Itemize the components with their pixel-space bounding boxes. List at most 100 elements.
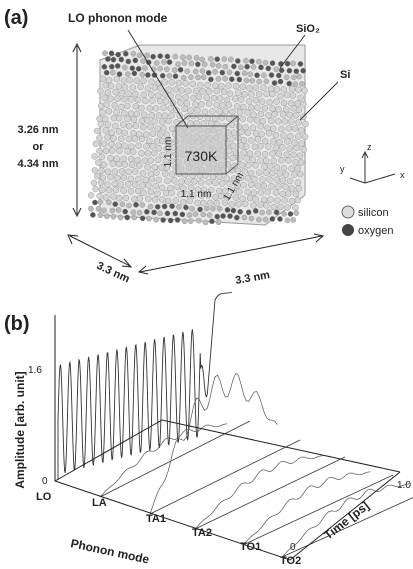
silicon-atom bbox=[144, 117, 150, 123]
silicon-atom bbox=[256, 170, 262, 176]
oxygen-atom bbox=[185, 69, 190, 74]
silicon-atom bbox=[148, 157, 154, 163]
silicon-atom bbox=[256, 91, 262, 97]
oxygen-atom bbox=[145, 72, 150, 77]
silicon-atom bbox=[112, 169, 118, 175]
oxygen-atom bbox=[137, 210, 142, 215]
silicon-atom bbox=[244, 155, 250, 161]
silicon-atom bbox=[238, 97, 244, 103]
silicon-atom bbox=[235, 90, 241, 96]
silicon-atom bbox=[150, 131, 156, 137]
silicon-atom bbox=[149, 79, 155, 85]
oxygen-atom bbox=[216, 76, 221, 81]
oxygen-atom bbox=[202, 62, 207, 67]
silicon-atom bbox=[169, 171, 175, 177]
silicon-atom bbox=[136, 162, 142, 168]
silicon-atom bbox=[149, 112, 155, 118]
silicon-atom bbox=[98, 103, 104, 109]
silicon-atom bbox=[268, 118, 274, 124]
silicon-atom bbox=[281, 165, 287, 171]
silicon-atom bbox=[211, 95, 217, 101]
oxygen-atom bbox=[98, 199, 103, 204]
silicon-atom bbox=[122, 84, 128, 90]
silicon-atom bbox=[156, 145, 162, 151]
silicon-atom bbox=[288, 133, 294, 139]
silicon-atom bbox=[270, 106, 276, 112]
oxygen-atom bbox=[253, 208, 258, 213]
silicon-atom bbox=[173, 86, 179, 92]
silicon-atom bbox=[253, 196, 259, 202]
silicon-atom bbox=[260, 177, 266, 183]
oxygen-atom bbox=[279, 68, 284, 73]
silicon-atom bbox=[250, 202, 256, 208]
silicon-atom bbox=[258, 111, 264, 117]
oxygen-atom bbox=[188, 75, 193, 80]
silicon-atom bbox=[112, 102, 118, 108]
silicon-atom bbox=[294, 145, 300, 151]
oxygen-atom bbox=[176, 204, 181, 209]
oxygen-atom bbox=[122, 65, 127, 70]
silicon-atom bbox=[105, 134, 111, 140]
silicon-atom bbox=[122, 162, 128, 168]
oxygen-atom bbox=[257, 79, 262, 84]
oxygen-atom bbox=[200, 57, 205, 62]
silicon-atom bbox=[108, 96, 114, 102]
silicon-atom bbox=[154, 138, 160, 144]
silicon-atom bbox=[111, 115, 117, 121]
oxygen-atom bbox=[187, 212, 192, 217]
height-arrow bbox=[73, 44, 81, 216]
axis-label: x bbox=[400, 170, 405, 180]
silicon-atom bbox=[128, 188, 134, 194]
oxygen-atom bbox=[90, 212, 95, 217]
silicon-atom bbox=[274, 164, 280, 170]
silicon-atom bbox=[161, 105, 167, 111]
category-label: TO1 bbox=[240, 541, 261, 553]
silicon-atom bbox=[106, 187, 112, 193]
oxygen-atom bbox=[180, 212, 185, 217]
oxygen-atom bbox=[154, 60, 159, 65]
silicon-atom bbox=[133, 123, 139, 129]
silicon-atom bbox=[175, 94, 181, 100]
silicon-atom bbox=[247, 195, 253, 201]
silicon-atom bbox=[255, 136, 261, 142]
silicon-atom bbox=[94, 173, 100, 179]
silicon-atom bbox=[254, 117, 260, 123]
silicon-atom bbox=[169, 79, 175, 85]
silicon-atom bbox=[118, 182, 124, 188]
oxygen-atom bbox=[296, 74, 301, 79]
silicon-atom bbox=[97, 88, 103, 94]
silicon-atom bbox=[272, 111, 278, 117]
silicon-atom bbox=[185, 178, 191, 184]
oxygen-atom bbox=[278, 79, 283, 84]
silicon-atom bbox=[176, 80, 182, 86]
silicon-atom bbox=[134, 111, 140, 117]
silicon-atom bbox=[116, 148, 122, 154]
silicon-atom bbox=[295, 100, 301, 106]
oxygen-atom bbox=[88, 206, 93, 211]
oxygen-atom bbox=[225, 207, 230, 212]
oxygen-atom bbox=[291, 75, 296, 80]
axis-title: Amplitude [arb. unit] bbox=[13, 371, 27, 488]
oxygen-atom bbox=[266, 210, 271, 215]
silicon-atom bbox=[202, 109, 208, 115]
silicon-atom bbox=[240, 104, 246, 110]
silicon-atom bbox=[260, 85, 266, 91]
silicon-atom bbox=[133, 103, 139, 109]
silicon-atom bbox=[161, 125, 167, 131]
silicon-atom bbox=[261, 183, 267, 189]
silicon-atom bbox=[129, 162, 135, 168]
oxygen-atom bbox=[180, 55, 185, 60]
silicon-atom bbox=[156, 113, 162, 119]
silicon-atom bbox=[295, 197, 301, 203]
silicon-atom bbox=[108, 141, 114, 147]
oxygen-atom bbox=[106, 200, 111, 205]
silicon-atom bbox=[126, 91, 132, 97]
silicon-atom bbox=[217, 174, 223, 180]
silicon-atom bbox=[285, 205, 291, 211]
silicon-atom bbox=[146, 138, 152, 144]
axis-title: Phonon mode bbox=[69, 536, 150, 566]
silicon-atom bbox=[230, 155, 236, 161]
silicon-atom bbox=[298, 127, 304, 133]
oxygen-atom bbox=[182, 219, 187, 224]
silicon-atom bbox=[253, 131, 259, 137]
